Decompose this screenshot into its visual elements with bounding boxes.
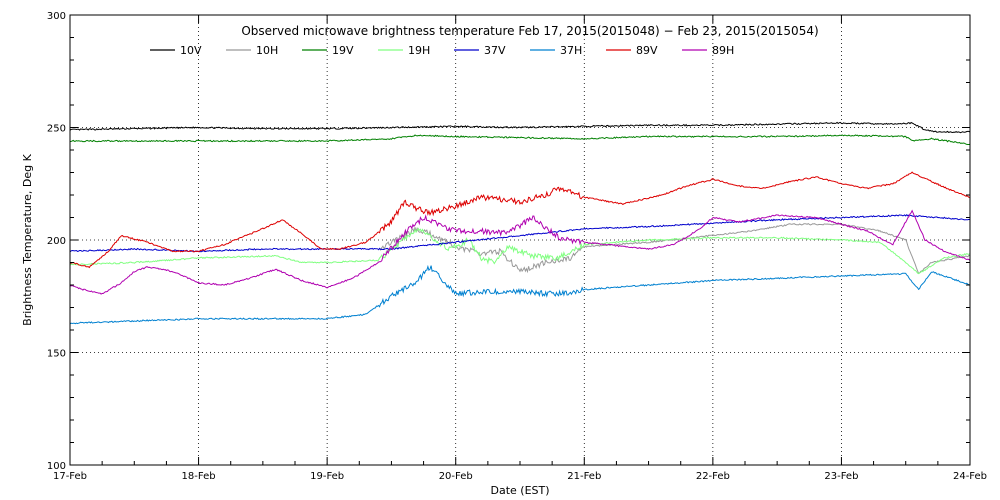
y-tick-label-3: 250	[47, 124, 66, 135]
y-tick-label-0: 100	[47, 461, 66, 472]
legend-label-37h: 37H	[560, 44, 582, 57]
x-tick-label-4: 21-Feb	[567, 471, 601, 482]
y-tick-label-1: 150	[47, 349, 66, 360]
x-tick-label-6: 23-Feb	[824, 471, 858, 482]
x-tick-label-2: 19-Feb	[310, 471, 344, 482]
series-line-10h	[378, 223, 971, 274]
x-tick-label-5: 22-Feb	[696, 471, 730, 482]
legend-label-89v: 89V	[636, 44, 658, 57]
series-line-10v	[69, 121, 971, 134]
series-line-89v	[69, 171, 971, 269]
series-layer	[69, 121, 971, 325]
series-line-37h	[69, 264, 971, 325]
x-tick-label-7: 24-Feb	[953, 471, 987, 482]
series-line-89h	[69, 209, 971, 295]
x-tick-label-0: 17-Feb	[53, 471, 87, 482]
y-tick-label-4: 300	[47, 11, 66, 22]
x-axis-label: Date (EST)	[490, 484, 549, 497]
legend-label-19h: 19H	[408, 44, 430, 57]
y-tick-label-2: 200	[47, 236, 66, 247]
x-tick-label-3: 20-Feb	[439, 471, 473, 482]
y-axis-label: Brightness Temperature, Deg K	[21, 153, 34, 325]
axes: 17-Feb 18-Feb 19-Feb 20-Feb 21-Feb 22-Feb 23-F…	[47, 11, 987, 482]
series-line-19h	[69, 227, 971, 275]
legend-label-19v: 19V	[332, 44, 354, 57]
legend-label-10h: 10H	[256, 44, 278, 57]
x-tick-label-1: 18-Feb	[182, 471, 216, 482]
legend-label-37v: 37V	[484, 44, 506, 57]
chart-title: Observed microwave brightness temperatur…	[241, 24, 818, 38]
legend-label-10v: 10V	[180, 44, 202, 57]
series-line-37v	[69, 213, 971, 253]
legend: 10V 10H 19V 19H 37V 37H 89V 89H	[150, 44, 734, 57]
series-line-19v	[69, 134, 971, 145]
legend-label-89h: 89H	[712, 44, 734, 57]
